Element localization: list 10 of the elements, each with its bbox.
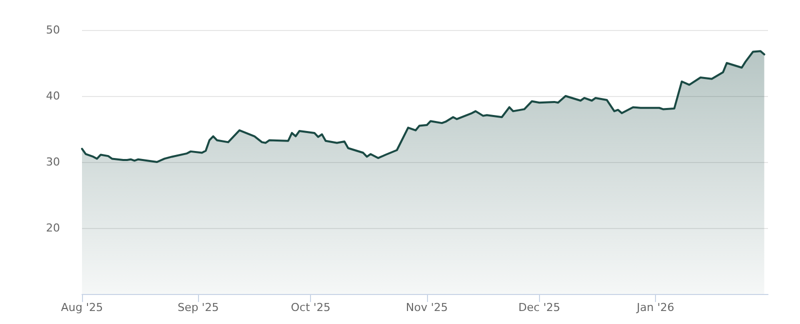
- x-tick-label: Oct '25: [290, 301, 330, 314]
- x-tick-label: Sep '25: [178, 301, 219, 314]
- x-tick-label: Aug '25: [61, 301, 103, 314]
- y-tick-label: 20: [46, 222, 60, 234]
- y-tick-label: 50: [46, 24, 60, 36]
- y-tick-label: 30: [46, 156, 60, 168]
- x-tick-label: Nov '25: [406, 301, 448, 314]
- y-tick-label: 40: [46, 90, 60, 102]
- x-tick-label: Jan '26: [636, 301, 674, 314]
- x-tick-label: Dec '25: [518, 301, 560, 314]
